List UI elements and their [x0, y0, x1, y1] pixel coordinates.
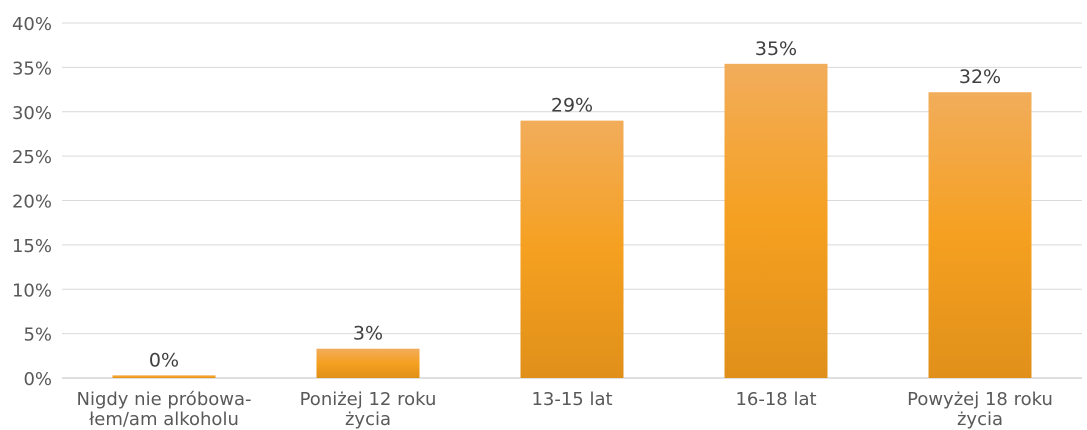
bar [724, 63, 828, 378]
bars [112, 63, 1032, 378]
data-label: 29% [551, 95, 593, 117]
x-category-label-line: Poniżej 12 roku [300, 389, 437, 410]
x-category-label: 13-15 lat [531, 389, 612, 410]
x-category-label-line: życia [957, 409, 1003, 430]
x-category-label-line: życia [345, 409, 391, 430]
x-category-label-line: 16-18 lat [735, 389, 816, 410]
x-category-label-line: Powyżej 18 roku [907, 389, 1053, 410]
y-tick-label: 5% [23, 325, 52, 346]
x-category-label: Nigdy nie próbowa-łem/am alkoholu [76, 389, 251, 430]
x-category-label-line: łem/am alkoholu [89, 409, 239, 430]
x-category-label: Poniżej 12 roku życia [300, 389, 437, 430]
y-tick-label: 10% [12, 280, 52, 301]
bar [928, 92, 1032, 378]
y-tick-label: 30% [12, 103, 52, 124]
data-label: 3% [353, 323, 383, 345]
x-category-label-line: 13-15 lat [531, 389, 612, 410]
x-axis-category-labels: Nigdy nie próbowa-łem/am alkoholu Poniżej… [76, 389, 1052, 430]
x-category-label: Powyżej 18 roku życia [907, 389, 1053, 430]
x-category-label: 16-18 lat [735, 389, 816, 410]
y-tick-label: 15% [12, 236, 52, 257]
y-tick-label: 25% [12, 147, 52, 168]
bar [316, 348, 420, 378]
data-labels: 0% 3% 29% 35% 32% [149, 38, 1001, 372]
data-label: 32% [959, 66, 1001, 88]
y-tick-label: 0% [23, 369, 52, 390]
y-tick-label: 20% [12, 192, 52, 213]
data-label: 0% [149, 349, 179, 371]
y-tick-label: 40% [12, 14, 52, 35]
bar [520, 120, 624, 378]
y-axis-tick-labels: 0% 5% 10% 15% 20% 25% 30% 35% 40% [12, 14, 52, 390]
y-tick-label: 35% [12, 58, 52, 79]
data-label: 35% [755, 38, 797, 60]
bar [112, 375, 216, 378]
x-category-label-line: Nigdy nie próbowa- [76, 389, 251, 410]
